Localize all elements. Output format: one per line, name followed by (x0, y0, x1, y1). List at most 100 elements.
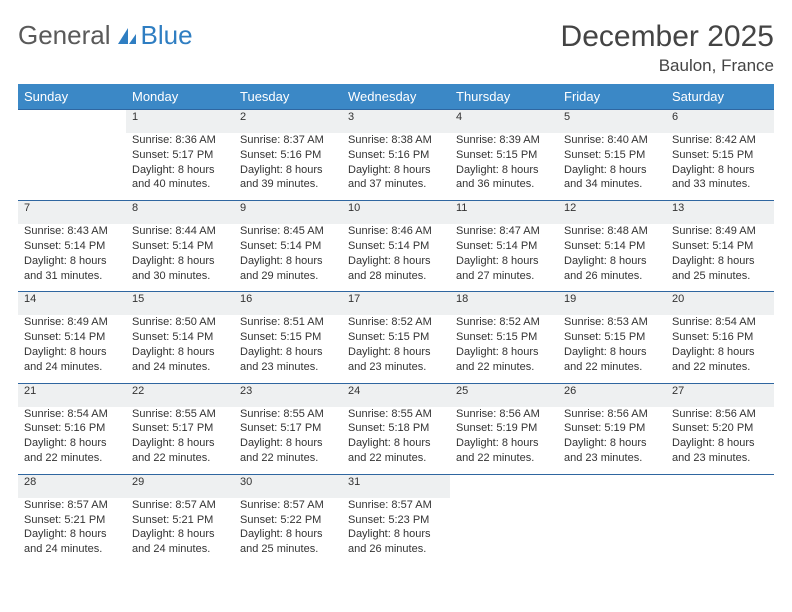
sunset-text: Sunset: 5:16 PM (348, 148, 444, 163)
sunrise-text: Sunrise: 8:56 AM (564, 407, 660, 422)
day-content-cell: Sunrise: 8:57 AMSunset: 5:23 PMDaylight:… (342, 498, 450, 565)
sunrise-text: Sunrise: 8:56 AM (456, 407, 552, 422)
sunset-text: Sunset: 5:14 PM (24, 239, 120, 254)
day-number-cell (666, 474, 774, 497)
day-content-cell: Sunrise: 8:45 AMSunset: 5:14 PMDaylight:… (234, 224, 342, 292)
calendar-body: 123456Sunrise: 8:36 AMSunset: 5:17 PMDay… (18, 110, 774, 566)
sunset-text: Sunset: 5:17 PM (240, 421, 336, 436)
daylight-text: Daylight: 8 hours and 22 minutes. (456, 345, 552, 375)
sunset-text: Sunset: 5:19 PM (456, 421, 552, 436)
daylight-text: Daylight: 8 hours and 22 minutes. (564, 345, 660, 375)
sunset-text: Sunset: 5:19 PM (564, 421, 660, 436)
day-number-cell: 13 (666, 201, 774, 224)
day-number-cell: 28 (18, 474, 126, 497)
day-content-cell: Sunrise: 8:51 AMSunset: 5:15 PMDaylight:… (234, 315, 342, 383)
logo-text-part1: General (18, 20, 111, 51)
day-content-cell: Sunrise: 8:44 AMSunset: 5:14 PMDaylight:… (126, 224, 234, 292)
sunrise-text: Sunrise: 8:49 AM (672, 224, 768, 239)
day-number-cell (450, 474, 558, 497)
sunrise-text: Sunrise: 8:54 AM (672, 315, 768, 330)
sunrise-text: Sunrise: 8:42 AM (672, 133, 768, 148)
day-content-cell: Sunrise: 8:40 AMSunset: 5:15 PMDaylight:… (558, 133, 666, 201)
day-content-row: Sunrise: 8:36 AMSunset: 5:17 PMDaylight:… (18, 133, 774, 201)
day-content-cell: Sunrise: 8:48 AMSunset: 5:14 PMDaylight:… (558, 224, 666, 292)
day-content-cell: Sunrise: 8:57 AMSunset: 5:22 PMDaylight:… (234, 498, 342, 565)
daylight-text: Daylight: 8 hours and 31 minutes. (24, 254, 120, 284)
daylight-text: Daylight: 8 hours and 23 minutes. (672, 436, 768, 466)
day-number-cell: 17 (342, 292, 450, 315)
day-content-row: Sunrise: 8:43 AMSunset: 5:14 PMDaylight:… (18, 224, 774, 292)
sunset-text: Sunset: 5:14 PM (132, 330, 228, 345)
day-content-cell: Sunrise: 8:57 AMSunset: 5:21 PMDaylight:… (18, 498, 126, 565)
day-content-cell: Sunrise: 8:56 AMSunset: 5:19 PMDaylight:… (558, 407, 666, 475)
dow-header-row: Sunday Monday Tuesday Wednesday Thursday… (18, 84, 774, 110)
day-content-cell: Sunrise: 8:56 AMSunset: 5:19 PMDaylight:… (450, 407, 558, 475)
sunset-text: Sunset: 5:18 PM (348, 421, 444, 436)
day-number-cell: 15 (126, 292, 234, 315)
day-content-cell: Sunrise: 8:49 AMSunset: 5:14 PMDaylight:… (666, 224, 774, 292)
daylight-text: Daylight: 8 hours and 36 minutes. (456, 163, 552, 193)
sunrise-text: Sunrise: 8:57 AM (348, 498, 444, 513)
day-number-cell: 29 (126, 474, 234, 497)
dow-header: Monday (126, 84, 234, 110)
day-content-row: Sunrise: 8:57 AMSunset: 5:21 PMDaylight:… (18, 498, 774, 565)
dow-header: Saturday (666, 84, 774, 110)
daynum-row: 78910111213 (18, 201, 774, 224)
sunrise-text: Sunrise: 8:38 AM (348, 133, 444, 148)
sunset-text: Sunset: 5:16 PM (672, 330, 768, 345)
day-number-cell: 4 (450, 110, 558, 133)
daylight-text: Daylight: 8 hours and 24 minutes. (132, 345, 228, 375)
day-number-cell: 16 (234, 292, 342, 315)
day-number-cell: 10 (342, 201, 450, 224)
day-content-cell: Sunrise: 8:53 AMSunset: 5:15 PMDaylight:… (558, 315, 666, 383)
day-content-cell: Sunrise: 8:55 AMSunset: 5:17 PMDaylight:… (234, 407, 342, 475)
day-number-cell: 18 (450, 292, 558, 315)
sunrise-text: Sunrise: 8:49 AM (24, 315, 120, 330)
daynum-row: 123456 (18, 110, 774, 133)
daylight-text: Daylight: 8 hours and 25 minutes. (240, 527, 336, 557)
daylight-text: Daylight: 8 hours and 27 minutes. (456, 254, 552, 284)
daylight-text: Daylight: 8 hours and 22 minutes. (240, 436, 336, 466)
sunrise-text: Sunrise: 8:48 AM (564, 224, 660, 239)
day-number-cell: 22 (126, 383, 234, 406)
day-number-cell: 27 (666, 383, 774, 406)
day-content-cell (450, 498, 558, 565)
daylight-text: Daylight: 8 hours and 22 minutes. (456, 436, 552, 466)
day-content-cell: Sunrise: 8:55 AMSunset: 5:18 PMDaylight:… (342, 407, 450, 475)
logo-text-part2: Blue (141, 20, 193, 51)
sunset-text: Sunset: 5:16 PM (240, 148, 336, 163)
dow-header: Sunday (18, 84, 126, 110)
daylight-text: Daylight: 8 hours and 34 minutes. (564, 163, 660, 193)
day-content-cell: Sunrise: 8:49 AMSunset: 5:14 PMDaylight:… (18, 315, 126, 383)
day-number-cell: 23 (234, 383, 342, 406)
header: General Blue December 2025 Baulon, Franc… (18, 20, 774, 76)
sunrise-text: Sunrise: 8:44 AM (132, 224, 228, 239)
sunset-text: Sunset: 5:15 PM (564, 148, 660, 163)
day-content-cell: Sunrise: 8:57 AMSunset: 5:21 PMDaylight:… (126, 498, 234, 565)
daylight-text: Daylight: 8 hours and 29 minutes. (240, 254, 336, 284)
sunrise-text: Sunrise: 8:52 AM (348, 315, 444, 330)
sunrise-text: Sunrise: 8:40 AM (564, 133, 660, 148)
sunset-text: Sunset: 5:14 PM (564, 239, 660, 254)
day-content-cell: Sunrise: 8:38 AMSunset: 5:16 PMDaylight:… (342, 133, 450, 201)
day-number-cell: 24 (342, 383, 450, 406)
daylight-text: Daylight: 8 hours and 25 minutes. (672, 254, 768, 284)
day-content-cell: Sunrise: 8:55 AMSunset: 5:17 PMDaylight:… (126, 407, 234, 475)
day-content-cell: Sunrise: 8:37 AMSunset: 5:16 PMDaylight:… (234, 133, 342, 201)
day-content-cell: Sunrise: 8:39 AMSunset: 5:15 PMDaylight:… (450, 133, 558, 201)
day-content-cell: Sunrise: 8:50 AMSunset: 5:14 PMDaylight:… (126, 315, 234, 383)
sunrise-text: Sunrise: 8:57 AM (24, 498, 120, 513)
daylight-text: Daylight: 8 hours and 30 minutes. (132, 254, 228, 284)
daylight-text: Daylight: 8 hours and 24 minutes. (24, 345, 120, 375)
daylight-text: Daylight: 8 hours and 28 minutes. (348, 254, 444, 284)
day-number-cell: 3 (342, 110, 450, 133)
day-content-cell: Sunrise: 8:54 AMSunset: 5:16 PMDaylight:… (666, 315, 774, 383)
sunset-text: Sunset: 5:14 PM (24, 330, 120, 345)
calendar-table: Sunday Monday Tuesday Wednesday Thursday… (18, 84, 774, 565)
day-content-cell: Sunrise: 8:36 AMSunset: 5:17 PMDaylight:… (126, 133, 234, 201)
day-number-cell: 14 (18, 292, 126, 315)
daylight-text: Daylight: 8 hours and 22 minutes. (348, 436, 444, 466)
month-title: December 2025 (561, 20, 774, 54)
sunrise-text: Sunrise: 8:47 AM (456, 224, 552, 239)
sunset-text: Sunset: 5:15 PM (564, 330, 660, 345)
